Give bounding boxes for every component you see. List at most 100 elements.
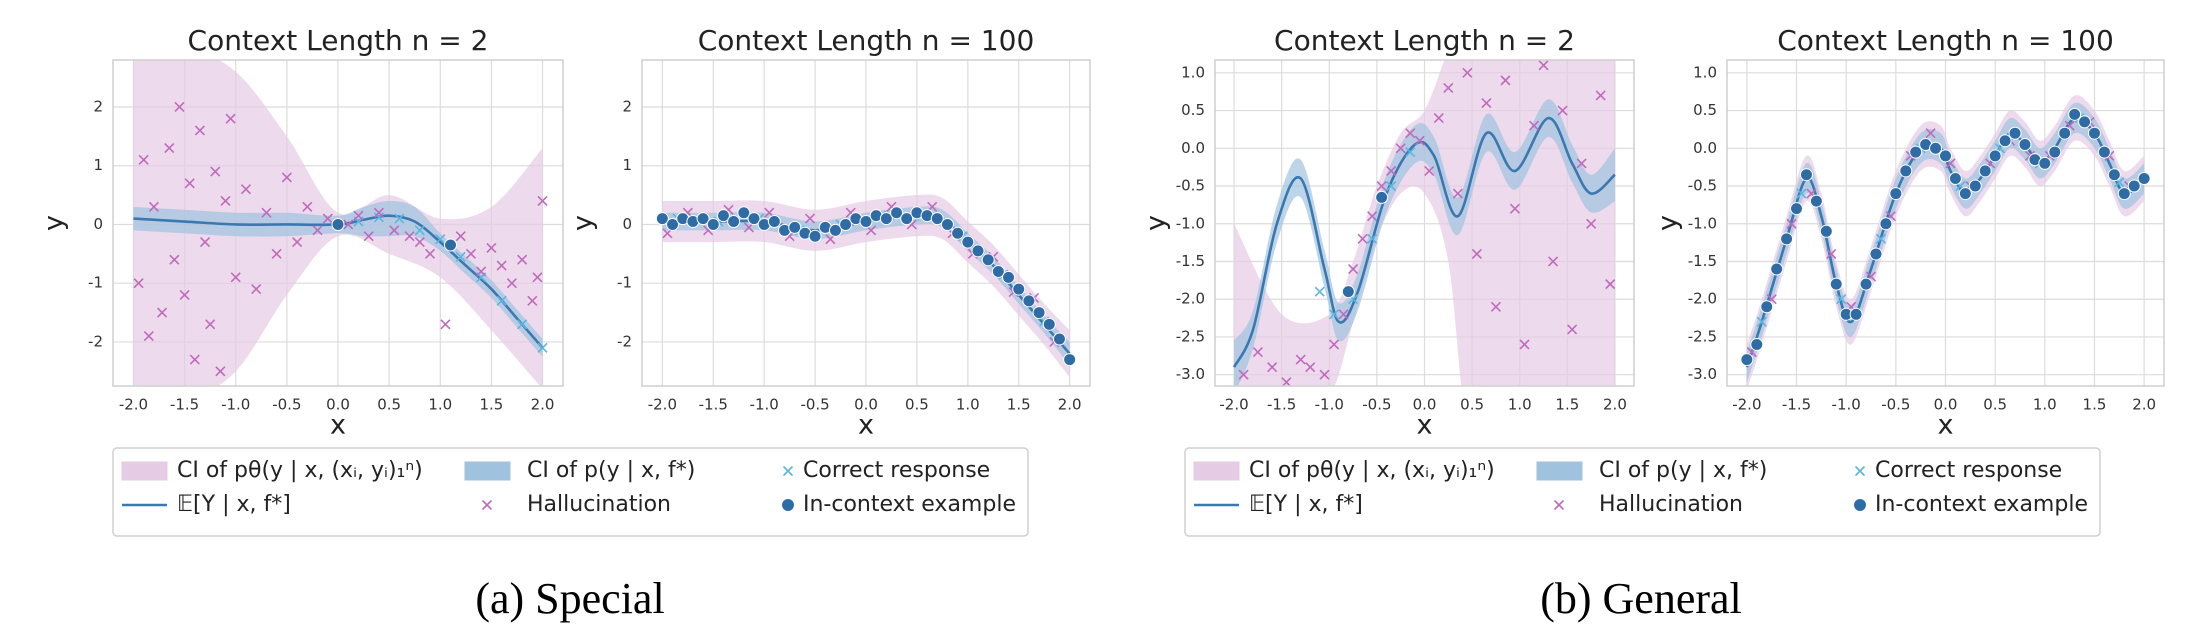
context-point xyxy=(2078,115,2092,129)
x-tick-label: 1.5 xyxy=(1007,396,1031,414)
context-point xyxy=(1740,353,1754,367)
cross-point xyxy=(189,354,200,365)
x-tick-label: -2.0 xyxy=(648,396,677,414)
context-point xyxy=(1879,217,1893,231)
y-tick-label: 0.5 xyxy=(1181,101,1205,119)
context-point xyxy=(900,212,914,226)
context-point xyxy=(940,217,954,231)
context-point xyxy=(1052,332,1066,346)
plot-frame xyxy=(1726,59,2165,387)
context-point xyxy=(2048,145,2062,159)
context-point xyxy=(1889,187,1903,201)
cross-point xyxy=(143,331,154,342)
cross-point xyxy=(174,101,185,113)
context-point xyxy=(716,209,730,223)
context-point xyxy=(2127,179,2141,193)
x-axis-label: x xyxy=(330,410,346,441)
y-tick-label: -0.5 xyxy=(1688,177,1717,195)
cross-point xyxy=(1367,211,1378,222)
cross-point xyxy=(537,195,548,207)
y-tick-label: -1 xyxy=(617,274,632,292)
y-tick-label: -0.5 xyxy=(1176,177,1205,195)
context-point xyxy=(839,217,853,231)
context-point xyxy=(879,212,893,226)
cross-point xyxy=(404,231,415,242)
cross-point xyxy=(517,319,528,330)
context-point xyxy=(2058,126,2072,140)
context-point xyxy=(1819,224,1833,238)
context-point xyxy=(1909,145,1923,159)
context-point xyxy=(696,212,710,226)
x-tick-label: -0.5 xyxy=(1362,396,1391,414)
legend-swatch xyxy=(1553,499,1565,511)
cross-point xyxy=(440,319,451,330)
y-tick-label: -1.0 xyxy=(1176,214,1205,232)
plot-frame xyxy=(641,59,1091,387)
y-tick-label: -1 xyxy=(88,274,103,292)
legend-label: CI of pθ(y | x, (xᵢ, yᵢ)₁ⁿ) xyxy=(1249,458,1495,483)
mean-line xyxy=(133,214,544,349)
cross-point xyxy=(1528,120,1540,131)
legend-label: 𝔼[Y | x, f*] xyxy=(1249,492,1363,517)
chart-title: Context Length n = 2 xyxy=(1274,24,1575,57)
cross-point xyxy=(424,248,436,259)
legend-swatch xyxy=(1536,461,1583,481)
y-tick-label: -3.0 xyxy=(1176,365,1205,383)
cross-point xyxy=(532,272,543,283)
y-axis-label: y xyxy=(39,215,70,231)
cross-point xyxy=(414,237,425,248)
y-tick-label: -1.5 xyxy=(1688,252,1717,270)
cross-point xyxy=(343,219,354,230)
legend-label: CI of pθ(y | x, (xᵢ, yᵢ)₁ⁿ) xyxy=(177,458,423,483)
context-point xyxy=(1829,277,1843,291)
cross-point xyxy=(1395,143,1406,154)
cross-point xyxy=(133,278,144,289)
cross-point xyxy=(517,254,528,265)
confidence-band xyxy=(1234,60,1615,386)
cross-point xyxy=(394,213,405,224)
legend-swatch xyxy=(121,461,168,481)
x-axis-label: x xyxy=(858,410,874,441)
y-tick-label: 2 xyxy=(93,97,103,115)
plot-frame xyxy=(1214,59,1635,387)
x-tick-label: -1.0 xyxy=(750,396,779,414)
cross-point xyxy=(322,213,333,224)
cross-point xyxy=(455,231,466,242)
cross-point xyxy=(1875,233,1887,244)
x-tick-label: 2.0 xyxy=(2132,396,2156,414)
context-point xyxy=(971,244,985,258)
cross-point xyxy=(435,234,446,245)
cross-point xyxy=(1357,233,1368,244)
y-tick-label: 0 xyxy=(93,215,103,233)
legend-swatch xyxy=(782,465,794,477)
cross-point xyxy=(1756,316,1767,327)
context-point xyxy=(655,212,669,226)
context-point xyxy=(444,238,457,252)
cross-point xyxy=(1281,377,1292,386)
context-point xyxy=(1859,277,1873,291)
context-point xyxy=(890,206,904,220)
mean-line xyxy=(1232,116,1616,368)
x-tick-label: -1.5 xyxy=(699,396,728,414)
y-tick-label: 1 xyxy=(622,156,632,174)
cross-point xyxy=(1252,346,1263,358)
x-tick-label: 0.5 xyxy=(1460,396,1484,414)
cross-point xyxy=(1490,301,1501,312)
context-point xyxy=(1780,232,1794,246)
plot-content xyxy=(1232,60,1616,386)
cross-point xyxy=(1328,339,1340,350)
legend-swatch xyxy=(1854,499,1866,511)
y-tick-label: -2 xyxy=(617,332,632,350)
y-tick-label: -2.5 xyxy=(1176,327,1205,345)
legend-label: 𝔼[Y | x, f*] xyxy=(177,492,291,517)
x-tick-label: 2.0 xyxy=(531,396,555,414)
x-axis-label: x xyxy=(1417,410,1433,441)
cross-point xyxy=(1405,146,1416,158)
y-tick-label: 0 xyxy=(622,215,632,233)
y-axis-label: y xyxy=(1653,215,1684,231)
legend-label: Correct response xyxy=(803,458,990,483)
cross-point xyxy=(1509,203,1521,214)
x-tick-label: -1.0 xyxy=(1315,396,1344,414)
context-point xyxy=(666,217,680,231)
context-point xyxy=(2097,145,2111,159)
